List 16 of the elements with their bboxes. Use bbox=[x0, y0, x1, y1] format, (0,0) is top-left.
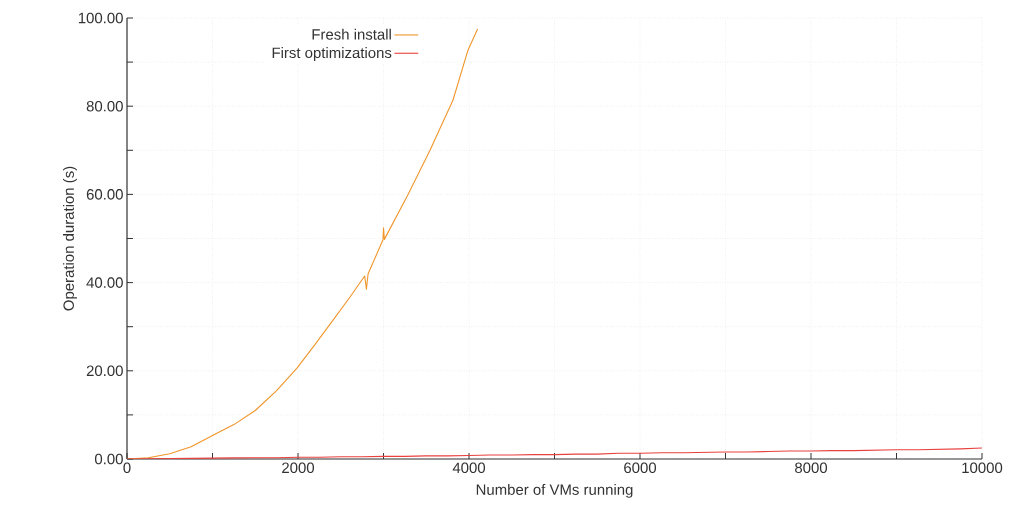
x-tick-label: 2000 bbox=[282, 462, 315, 474]
x-tick-label: 0 bbox=[123, 462, 131, 474]
y-tick-label: 0.00 bbox=[94, 453, 123, 465]
y-tick-label: 40.00 bbox=[86, 277, 123, 288]
x-tick-label: 10000 bbox=[962, 462, 1003, 474]
y-tick-label: 60.00 bbox=[86, 189, 123, 200]
legend-label: First optimizations bbox=[272, 47, 392, 62]
y-tick-label: 20.00 bbox=[86, 365, 123, 377]
x-tick-label: 6000 bbox=[624, 462, 657, 474]
x-tick-label: 4000 bbox=[452, 462, 486, 474]
y-axis-title: Operation duration (s) bbox=[63, 166, 77, 311]
y-tick-label: 80.00 bbox=[86, 100, 123, 112]
legend-label: Fresh install bbox=[312, 28, 391, 40]
x-tick-label: 8000 bbox=[795, 462, 828, 474]
x-axis-title: Number of VMs running bbox=[476, 483, 633, 498]
y-tick-label: 100.00 bbox=[78, 12, 123, 24]
